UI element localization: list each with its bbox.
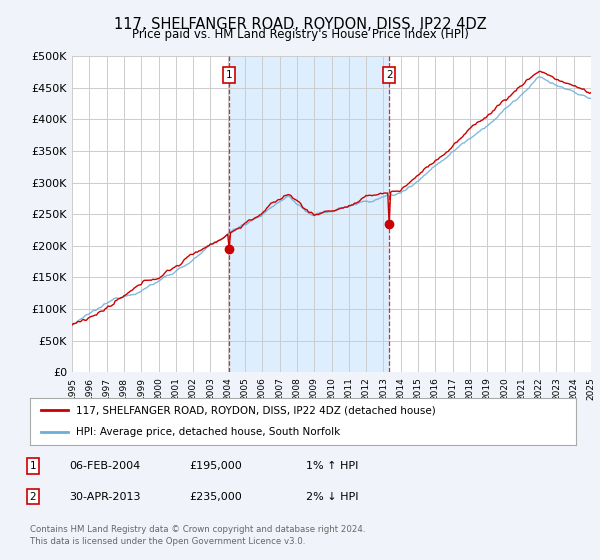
- Text: 30-APR-2013: 30-APR-2013: [69, 492, 140, 502]
- Text: 2% ↓ HPI: 2% ↓ HPI: [306, 492, 359, 502]
- Text: Price paid vs. HM Land Registry's House Price Index (HPI): Price paid vs. HM Land Registry's House …: [131, 28, 469, 41]
- Text: 06-FEB-2004: 06-FEB-2004: [69, 461, 140, 471]
- Text: HPI: Average price, detached house, South Norfolk: HPI: Average price, detached house, Sout…: [76, 427, 341, 437]
- Text: Contains HM Land Registry data © Crown copyright and database right 2024.
This d: Contains HM Land Registry data © Crown c…: [30, 525, 365, 546]
- Text: 1: 1: [226, 70, 232, 80]
- Text: 1: 1: [29, 461, 37, 471]
- Text: £235,000: £235,000: [189, 492, 242, 502]
- Text: 2: 2: [29, 492, 37, 502]
- Text: 2: 2: [386, 70, 392, 80]
- Text: 117, SHELFANGER ROAD, ROYDON, DISS, IP22 4DZ (detached house): 117, SHELFANGER ROAD, ROYDON, DISS, IP22…: [76, 405, 436, 416]
- Text: £195,000: £195,000: [189, 461, 242, 471]
- Bar: [229, 56, 389, 372]
- Text: 1% ↑ HPI: 1% ↑ HPI: [306, 461, 358, 471]
- Text: 117, SHELFANGER ROAD, ROYDON, DISS, IP22 4DZ: 117, SHELFANGER ROAD, ROYDON, DISS, IP22…: [113, 17, 487, 32]
